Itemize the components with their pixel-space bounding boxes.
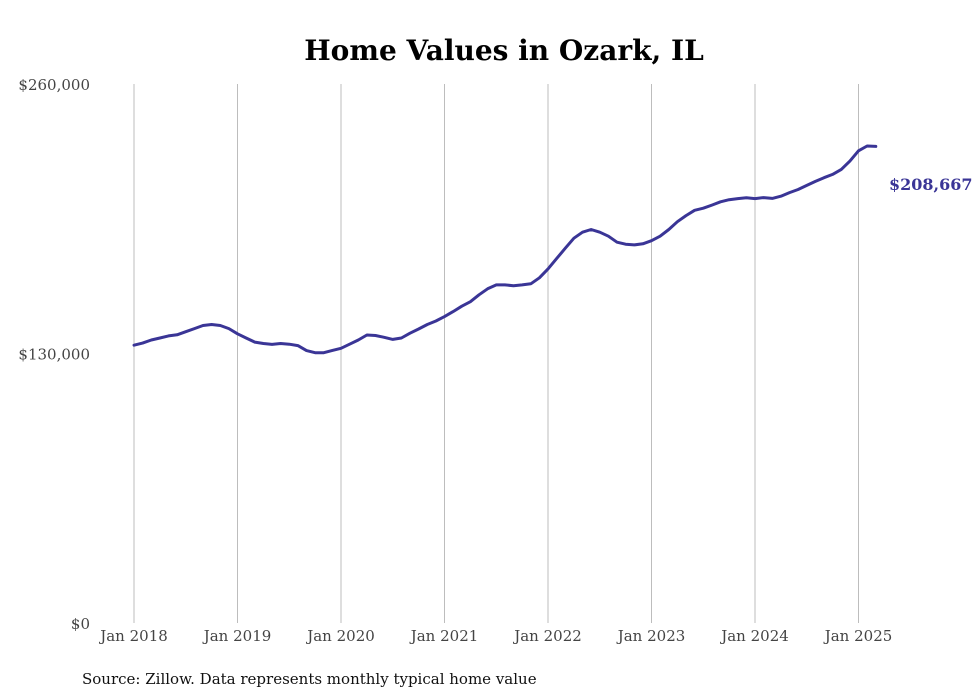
x-tick-label: Jan 2021: [409, 627, 479, 645]
end-value-label: $208,667: [889, 175, 973, 194]
x-tick-label: Jan 2025: [823, 627, 893, 645]
x-tick-label: Jan 2022: [512, 627, 582, 645]
source-note: Source: Zillow. Data represents monthly …: [82, 670, 537, 688]
y-axis-ticks: $0 $130,000 $260,000: [18, 76, 90, 633]
y-tick-label: $260,000: [18, 76, 90, 94]
x-tick-label: Jan 2024: [719, 627, 789, 645]
y-tick-label: $130,000: [18, 346, 90, 364]
chart-title: Home Values in Ozark, IL: [304, 34, 704, 67]
series-line: [132, 144, 878, 355]
x-tick-label: Jan 2019: [202, 627, 272, 645]
x-tick-label: Jan 2023: [616, 627, 686, 645]
x-axis-ticks: Jan 2018 Jan 2019 Jan 2020 Jan 2021 Jan 2022…: [98, 627, 892, 645]
gridlines: [133, 84, 859, 623]
x-tick-label: Jan 2018: [98, 627, 168, 645]
y-tick-label: $0: [71, 615, 90, 633]
series-layer: [132, 144, 878, 355]
x-tick-label: Jan 2020: [305, 627, 375, 645]
